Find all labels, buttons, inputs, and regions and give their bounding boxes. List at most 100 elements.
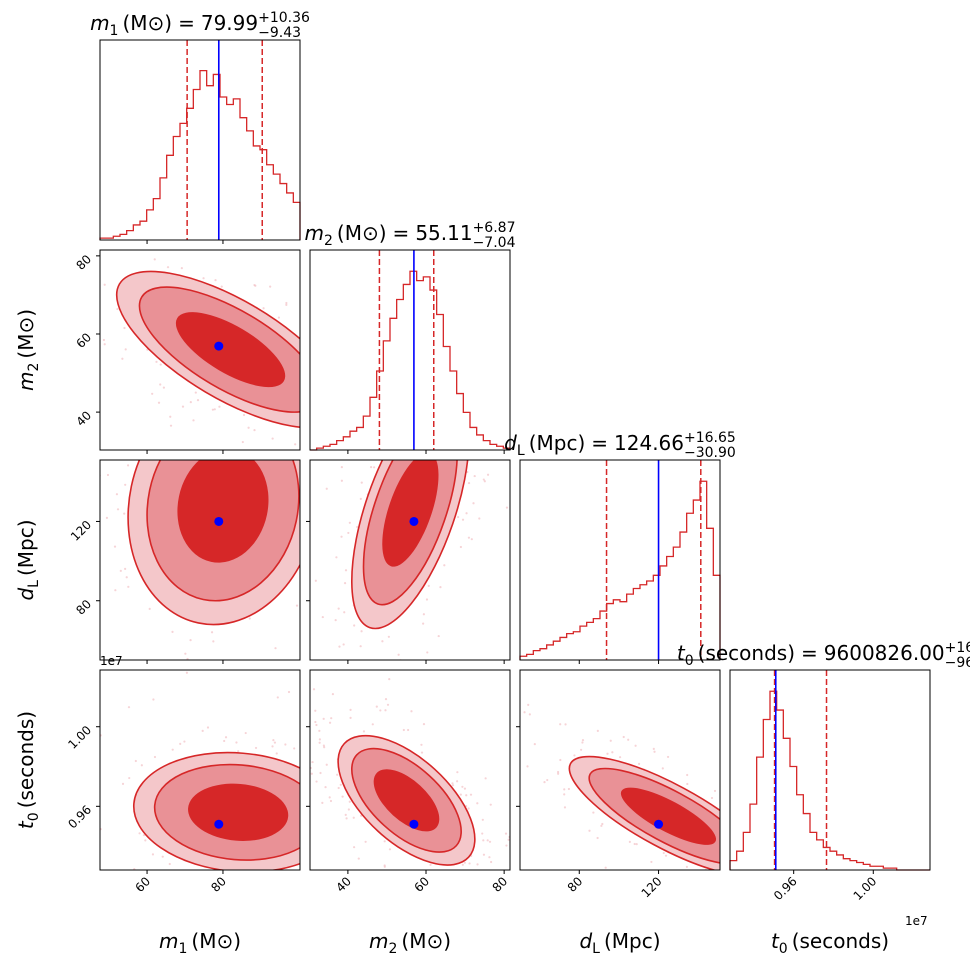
scatter-point bbox=[486, 839, 489, 842]
label-symbol: m bbox=[14, 372, 38, 391]
scatter-point bbox=[259, 430, 261, 432]
scatter-point bbox=[350, 812, 352, 814]
scatter-point bbox=[295, 604, 299, 607]
scatter-point bbox=[136, 435, 138, 437]
scatter-point bbox=[581, 739, 585, 742]
scatter-point bbox=[759, 856, 761, 858]
scatter-point bbox=[184, 652, 187, 655]
scatter-point bbox=[467, 359, 469, 361]
scatter-point bbox=[181, 405, 185, 408]
scatter-point bbox=[314, 803, 316, 805]
scatter-point bbox=[371, 421, 373, 423]
scatter-point bbox=[300, 515, 302, 517]
scatter-point bbox=[359, 497, 362, 500]
scatter-point bbox=[276, 877, 278, 879]
scatter-point bbox=[254, 746, 258, 750]
scatter-point bbox=[339, 813, 341, 815]
x-offset-text: 1e7 bbox=[905, 914, 928, 928]
scatter-point bbox=[346, 802, 348, 804]
scatter-point bbox=[208, 428, 210, 430]
scatter-point bbox=[396, 880, 398, 882]
scatter-point bbox=[459, 793, 462, 796]
x-tick-label: 1.00 bbox=[851, 874, 880, 903]
scatter-point bbox=[259, 429, 261, 431]
scatter-point bbox=[725, 812, 727, 814]
scatter-point bbox=[215, 675, 217, 677]
scatter-point bbox=[127, 585, 130, 588]
scatter-point bbox=[482, 839, 485, 842]
scatter-point bbox=[358, 355, 360, 357]
scatter-point bbox=[133, 867, 136, 870]
title-upper-error: +162 bbox=[945, 640, 970, 656]
scatter-point bbox=[50, 485, 52, 487]
scatter-point bbox=[329, 319, 331, 321]
title-lower-error: −9.43 bbox=[258, 25, 301, 41]
scatter-point bbox=[224, 736, 228, 739]
scatter-point bbox=[467, 536, 471, 539]
scatter-point bbox=[650, 860, 653, 864]
panel-frame bbox=[729, 669, 931, 871]
scatter-point bbox=[474, 370, 476, 372]
panel-frame bbox=[309, 459, 511, 661]
scatter-point bbox=[245, 435, 247, 437]
scatter-point bbox=[344, 401, 346, 403]
scatter-point bbox=[274, 647, 277, 650]
scatter-point bbox=[420, 751, 424, 754]
scatter-point bbox=[528, 713, 531, 716]
scatter-point bbox=[346, 652, 348, 654]
scatter-point bbox=[461, 785, 464, 788]
scatter-point bbox=[151, 871, 153, 873]
scatter-point bbox=[375, 705, 378, 708]
scatter-point bbox=[302, 871, 304, 873]
scatter-point bbox=[116, 307, 119, 311]
scatter-point bbox=[314, 709, 317, 712]
scatter-point bbox=[80, 839, 82, 841]
scatter-point bbox=[339, 783, 342, 786]
scatter-point bbox=[344, 862, 346, 864]
scatter-point bbox=[448, 318, 450, 320]
scatter-point bbox=[391, 675, 393, 677]
panel-frame bbox=[309, 669, 511, 871]
scatter-point bbox=[336, 859, 338, 861]
scatter-point bbox=[234, 412, 236, 414]
label-symbol: t bbox=[14, 820, 38, 829]
scatter-point bbox=[218, 405, 221, 408]
scatter-point bbox=[498, 348, 500, 350]
scatter-point bbox=[402, 728, 405, 732]
scatter-point bbox=[302, 530, 304, 532]
scatter-point bbox=[294, 899, 296, 901]
scatter-point bbox=[322, 744, 325, 747]
scatter-point bbox=[385, 442, 387, 444]
y-tick-label: 1.00 bbox=[65, 723, 94, 752]
scatter-point bbox=[189, 401, 192, 404]
scatter-point bbox=[427, 421, 429, 423]
histogram-dL bbox=[519, 480, 721, 660]
scatter-point bbox=[491, 895, 493, 897]
scatter-point bbox=[563, 806, 567, 809]
scatter-point bbox=[335, 556, 338, 559]
scatter-point bbox=[371, 852, 373, 854]
scatter-point bbox=[287, 456, 289, 458]
scatter-point bbox=[461, 863, 464, 866]
x-tick-label: 80 bbox=[565, 874, 586, 895]
x-tick-label: 120 bbox=[639, 874, 665, 900]
scatter-point bbox=[580, 748, 583, 751]
scatter-point bbox=[401, 433, 403, 435]
scatter-point bbox=[51, 139, 53, 141]
scatter-point bbox=[325, 763, 328, 766]
scatter-point bbox=[481, 377, 483, 379]
scatter-point bbox=[306, 515, 308, 517]
y-axis-label-t0: t0 (seconds) bbox=[14, 711, 42, 829]
scatter-point bbox=[662, 851, 665, 855]
scatter-point bbox=[206, 726, 210, 729]
scatter-point bbox=[301, 892, 303, 894]
scatter-point bbox=[482, 853, 486, 856]
scatter-point bbox=[766, 892, 768, 894]
histogram-m2 bbox=[310, 270, 511, 451]
scatter-point bbox=[622, 735, 625, 739]
scatter-point bbox=[315, 753, 317, 755]
scatter-point bbox=[601, 822, 604, 826]
scatter-point bbox=[371, 723, 374, 726]
scatter-point bbox=[384, 709, 387, 712]
scatter-point bbox=[305, 748, 307, 750]
